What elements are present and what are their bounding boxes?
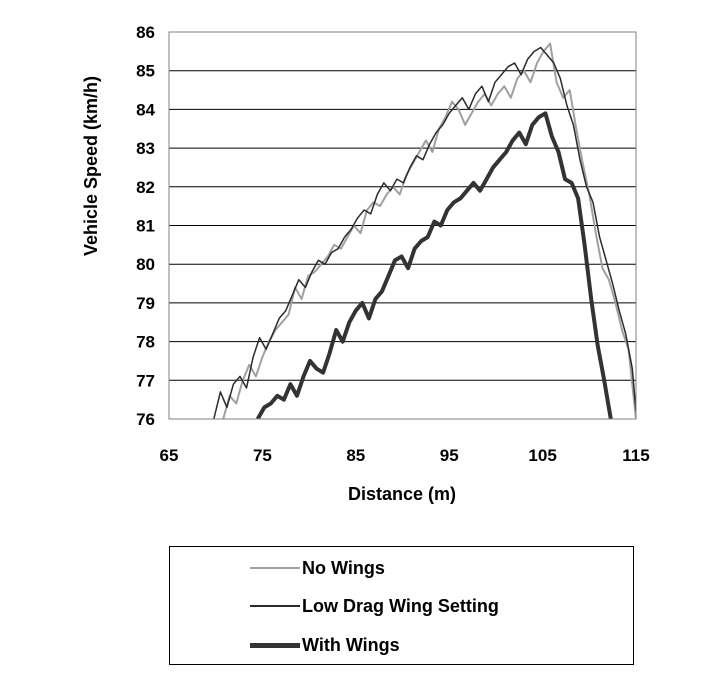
x-tick-label: 115 — [622, 446, 649, 465]
x-axis-title: Distance (m) — [348, 484, 456, 504]
y-tick-label: 79 — [136, 294, 155, 313]
legend-item-low-drag: Low Drag Wing Setting — [250, 595, 499, 617]
legend-swatch-with-wings — [250, 642, 300, 648]
y-tick-label: 84 — [136, 100, 155, 119]
legend: No Wings Low Drag Wing Setting With Wing… — [169, 546, 634, 665]
y-tick-label: 80 — [136, 255, 155, 274]
y-tick-label: 78 — [136, 333, 155, 352]
legend-swatch-low-drag — [250, 605, 300, 607]
legend-label-low-drag: Low Drag Wing Setting — [302, 595, 499, 616]
legend-swatch-no-wings — [250, 567, 300, 569]
legend-item-no-wings: No Wings — [250, 557, 385, 579]
series-lines — [213, 42, 636, 419]
y-tick-label: 76 — [136, 410, 155, 429]
line-chart: 76 77 78 79 80 81 82 83 84 85 86 65 75 85 95 105 115 Di… — [81, 23, 650, 504]
y-tick-label: 86 — [136, 23, 155, 42]
y-axis-title: Vehicle Speed (km/h) — [81, 76, 101, 256]
y-tick-label: 83 — [136, 139, 155, 158]
y-tick-label: 85 — [136, 62, 155, 81]
x-tick-label: 95 — [440, 446, 459, 465]
x-tick-label: 85 — [346, 446, 365, 465]
x-tick-label: 65 — [160, 446, 179, 465]
y-tick-labels: 76 77 78 79 80 81 82 83 84 85 86 — [136, 23, 155, 429]
y-tick-label: 82 — [136, 178, 155, 197]
x-tick-label: 75 — [253, 446, 272, 465]
series-line-low-drag-wing-setting — [213, 46, 636, 419]
x-tick-labels: 65 75 85 95 105 115 — [160, 446, 650, 465]
legend-item-with-wings: With Wings — [250, 634, 400, 656]
x-tick-label: 105 — [528, 446, 556, 465]
y-tick-label: 81 — [136, 217, 155, 236]
legend-label-no-wings: No Wings — [302, 557, 385, 578]
y-tick-label: 77 — [136, 371, 155, 390]
series-line-with-wings — [255, 111, 613, 419]
legend-label-with-wings: With Wings — [302, 634, 400, 655]
plot-frame — [168, 31, 637, 420]
